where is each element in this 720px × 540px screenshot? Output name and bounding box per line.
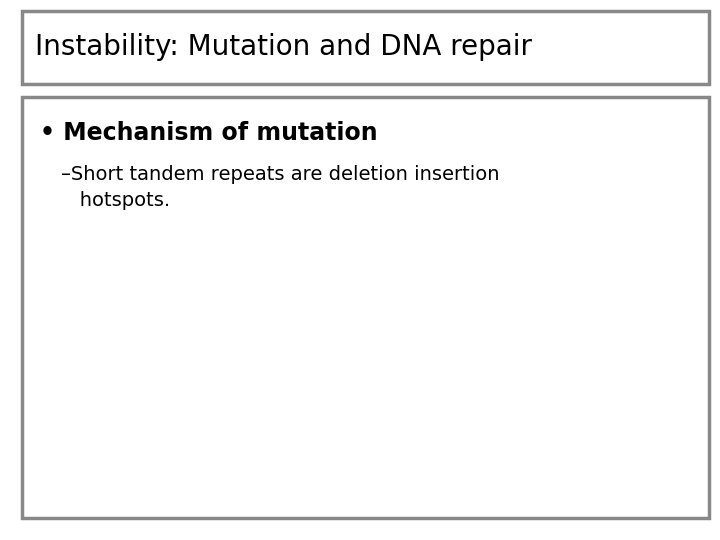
- FancyBboxPatch shape: [22, 11, 709, 84]
- Text: Instability: Mutation and DNA repair: Instability: Mutation and DNA repair: [35, 33, 531, 61]
- FancyBboxPatch shape: [22, 97, 709, 518]
- Text: • Mechanism of mutation: • Mechanism of mutation: [40, 122, 377, 145]
- Text: –Short tandem repeats are deletion insertion
   hotspots.: –Short tandem repeats are deletion inser…: [61, 165, 500, 210]
